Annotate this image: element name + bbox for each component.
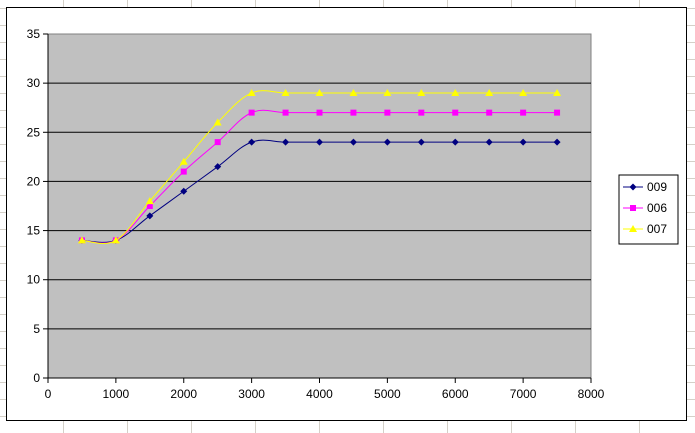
legend-item-009[interactable]: 009 (623, 180, 667, 194)
legend-marker (629, 183, 637, 191)
x-tick-label: 8000 (578, 387, 605, 401)
legend-label: 006 (647, 201, 667, 215)
data-point-007 (485, 88, 494, 96)
y-tick-label: 30 (27, 76, 41, 90)
data-point-007 (315, 88, 324, 96)
data-point-007 (451, 88, 460, 96)
data-point-007 (145, 197, 154, 205)
x-tick-label: 7000 (510, 387, 537, 401)
y-tick-label: 10 (27, 273, 41, 287)
x-tick-label: 2000 (170, 387, 197, 401)
x-tick-label: 4000 (306, 387, 333, 401)
y-tick-label: 25 (27, 125, 41, 139)
legend-marker (629, 225, 637, 232)
x-tick-label: 0 (45, 387, 52, 401)
data-point-009 (180, 187, 188, 195)
data-point-007 (519, 88, 528, 96)
data-point-007 (77, 236, 86, 244)
data-point-009 (451, 138, 459, 146)
y-tick-label: 35 (27, 27, 41, 41)
y-tick-label: 15 (27, 224, 41, 238)
data-point-009 (282, 138, 290, 146)
data-point-009 (485, 138, 493, 146)
x-tick-label: 3000 (238, 387, 265, 401)
x-tick-label: 6000 (442, 387, 469, 401)
data-point-006 (248, 109, 255, 116)
y-tick-label: 5 (33, 322, 40, 336)
data-point-009 (248, 138, 256, 146)
axes: 0 5 10 15 20 25 30 35 0 1000 2000 3000 4000 5000 6000 7… (27, 27, 605, 401)
line-chart: 0 5 10 15 20 25 30 35 0 1000 2000 3000 4000 5000 6000 7… (27, 27, 679, 401)
data-point-007 (281, 88, 290, 96)
data-point-009 (316, 138, 323, 146)
data-point-007 (247, 88, 256, 96)
data-point-006 (554, 109, 561, 116)
legend-item-006[interactable]: 006 (623, 201, 667, 215)
data-point-007 (349, 88, 358, 96)
legend[interactable]: 009 006 007 (618, 174, 679, 245)
data-point-009 (553, 138, 561, 146)
x-tick-label: 5000 (374, 387, 401, 401)
data-point-009 (349, 138, 357, 146)
chart-area[interactable]: 0 5 10 15 20 25 30 35 0 1000 2000 3000 4000 5000 6000 7… (6, 7, 687, 421)
data-point-009 (383, 138, 391, 146)
data-point-009 (214, 163, 222, 171)
data-point-007 (213, 118, 222, 126)
data-point-007 (553, 88, 562, 96)
data-point-007 (111, 236, 120, 244)
y-tick-label: 20 (27, 174, 41, 188)
data-point-006 (214, 139, 221, 146)
plot-area[interactable] (47, 33, 592, 379)
data-point-006 (452, 109, 459, 116)
data-point-007 (417, 88, 426, 96)
data-point-006 (146, 203, 153, 209)
legend-label: 009 (647, 180, 667, 194)
data-point-006 (180, 168, 187, 175)
series-009 (78, 138, 561, 244)
data-point-007 (383, 88, 392, 96)
data-point-007 (179, 157, 188, 165)
x-tick-label: 1000 (103, 387, 130, 401)
data-point-006 (418, 109, 425, 116)
legend-item-007[interactable]: 007 (623, 222, 667, 236)
data-point-009 (417, 138, 425, 146)
data-point-006 (384, 109, 391, 116)
data-point-009 (519, 138, 527, 146)
series-007 (77, 88, 562, 245)
data-point-006 (282, 109, 289, 116)
data-point-009 (146, 212, 154, 220)
data-point-006 (486, 109, 493, 116)
series-group (77, 88, 562, 245)
data-point-006 (520, 109, 527, 116)
y-tick-label: 0 (33, 371, 40, 385)
data-point-006 (350, 109, 357, 116)
legend-label: 007 (647, 222, 667, 236)
legend-marker (630, 205, 636, 211)
data-point-006 (316, 109, 323, 116)
gridlines (48, 82, 591, 330)
